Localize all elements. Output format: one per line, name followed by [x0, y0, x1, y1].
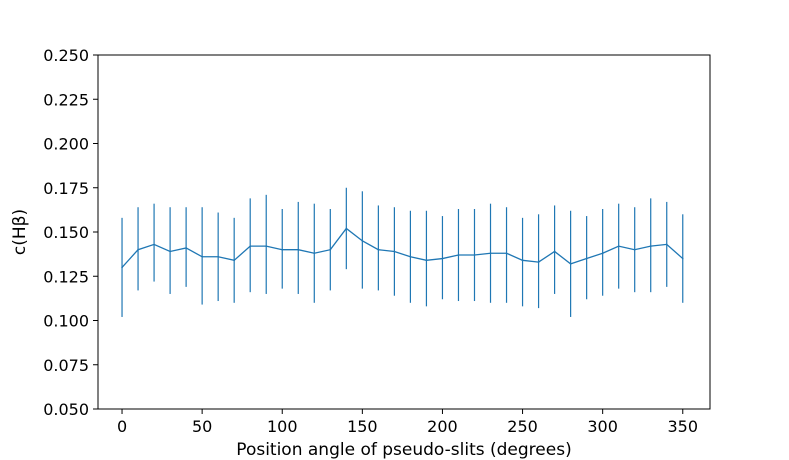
x-tick-label: 150	[347, 417, 378, 436]
y-tick-label: 0.225	[43, 90, 89, 109]
y-tick-label: 0.250	[43, 46, 89, 65]
data-point	[633, 248, 636, 251]
data-point	[553, 250, 556, 253]
data-point	[281, 248, 284, 251]
data-point	[265, 245, 268, 247]
data-point	[537, 261, 540, 263]
x-tick-label: 250	[507, 417, 538, 436]
x-tick-label: 300	[587, 417, 618, 436]
data-point	[601, 252, 604, 255]
x-tick-label: 0	[117, 417, 127, 436]
data-point	[409, 255, 412, 258]
data-point	[153, 243, 155, 246]
x-tick-label: 350	[667, 417, 698, 436]
data-point	[361, 240, 364, 242]
data-point	[169, 250, 171, 253]
y-tick-label: 0.075	[43, 356, 89, 375]
data-point	[297, 248, 300, 251]
y-tick-label: 0.125	[43, 267, 89, 286]
data-point	[121, 266, 123, 269]
data-point	[313, 252, 316, 255]
data-point	[649, 245, 652, 247]
x-axis-ticks: 0 50 100 150 200 250 300 350	[117, 409, 698, 436]
data-point	[569, 263, 572, 265]
data-point	[249, 245, 251, 247]
y-tick-label: 0.175	[43, 179, 89, 198]
x-tick-label: 200	[427, 417, 458, 436]
data-point	[233, 259, 235, 262]
data-point	[585, 257, 588, 260]
y-axis-label: c(Hβ)	[10, 209, 30, 255]
data-point	[617, 245, 620, 247]
data-point	[505, 252, 508, 255]
data-point	[457, 254, 460, 256]
data-marks	[121, 187, 684, 317]
y-tick-label: 0.050	[43, 400, 89, 419]
data-point	[489, 252, 492, 255]
data-point	[521, 259, 524, 262]
y-tick-label: 0.200	[43, 135, 89, 154]
y-axis-ticks: 0.050 0.075 0.100 0.125 0.150 0.175 0.200 0.225…	[43, 46, 98, 419]
series-line	[121, 227, 684, 268]
data-point	[665, 243, 668, 246]
data-point	[473, 254, 476, 256]
data-point	[201, 255, 203, 258]
plot-area	[98, 55, 710, 409]
data-point	[185, 247, 187, 249]
y-tick-label: 0.150	[43, 223, 89, 242]
data-point	[345, 227, 348, 230]
data-point	[441, 257, 444, 260]
y-tick-label: 0.100	[43, 312, 89, 331]
x-tick-label: 100	[267, 417, 298, 436]
data-point	[681, 257, 684, 260]
data-point	[217, 255, 219, 258]
data-point	[393, 250, 396, 253]
x-tick-label: 50	[192, 417, 212, 436]
data-point	[377, 248, 380, 251]
plot-frame	[97, 54, 711, 410]
data-point	[425, 259, 428, 262]
x-axis-label: Position angle of pseudo-slits (degrees)	[236, 440, 571, 460]
data-point	[137, 248, 139, 251]
data-point	[329, 248, 332, 251]
